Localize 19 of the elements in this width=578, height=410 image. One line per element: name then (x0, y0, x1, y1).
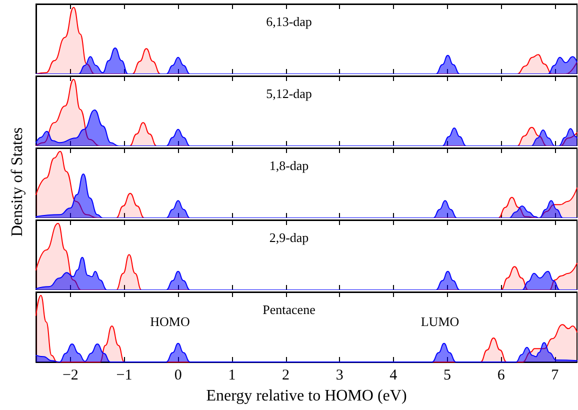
y-axis-title: Density of States (9, 127, 27, 237)
text: 1,8-dap (269, 158, 309, 173)
x-tick-label: 5 (444, 368, 452, 384)
x-tick-label: −1 (116, 368, 132, 384)
x-tick-label: 1 (228, 368, 236, 384)
x-tick-label: 6 (497, 368, 506, 384)
x-tick-label: −2 (62, 368, 78, 384)
x-axis-title: Energy relative to HOMO (eV) (206, 387, 407, 404)
x-tick-label: 3 (336, 368, 344, 384)
x-tick-label: 4 (390, 368, 398, 384)
text: 5,12-dap (266, 86, 312, 101)
x-tick-label: 7 (551, 368, 560, 384)
annotation: HOMO (150, 314, 190, 329)
annotation: LUMO (420, 314, 460, 329)
x-tick-label: 0 (174, 368, 182, 384)
text: 6,13-dap (266, 14, 312, 29)
text: 2,9-dap (269, 230, 309, 245)
x-tick-label: 2 (282, 368, 290, 384)
text: Pentacene (262, 302, 316, 317)
